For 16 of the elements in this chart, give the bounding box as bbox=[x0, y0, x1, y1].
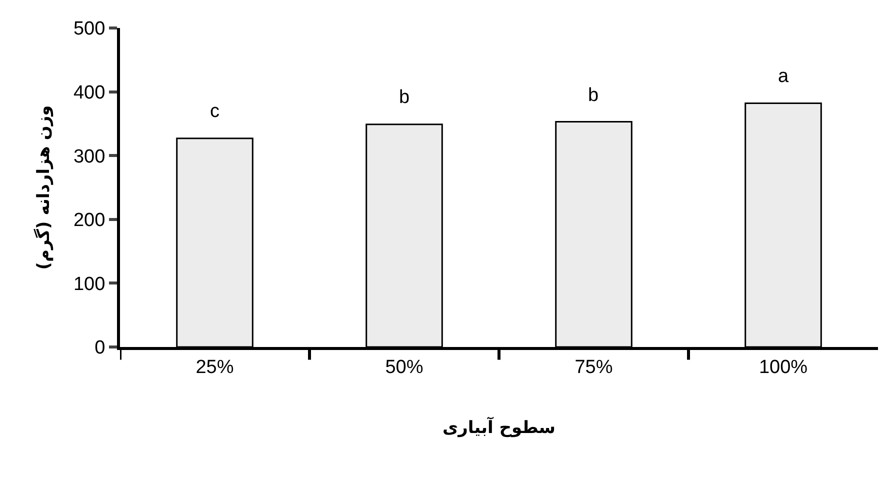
x-tick-label: 50% bbox=[385, 356, 424, 378]
y-tick-label: 400 bbox=[73, 82, 106, 104]
annotation: b bbox=[399, 87, 410, 108]
annotation: c bbox=[210, 101, 220, 122]
x-tick-label: 75% bbox=[574, 356, 613, 378]
y-tick-label: 100 bbox=[73, 274, 106, 295]
y-axis-title: وزن هزاردانه (گرم) bbox=[33, 105, 54, 270]
y-tick-label: 200 bbox=[73, 210, 106, 232]
y-tick-label: 0 bbox=[94, 338, 106, 359]
y-tick-label: 500 bbox=[73, 18, 106, 40]
y-tick-label: 300 bbox=[73, 146, 106, 168]
x-axis-title: سطوح آبیاری bbox=[442, 416, 556, 438]
annotation: b bbox=[588, 85, 599, 106]
x-tick-label: 25% bbox=[196, 356, 234, 378]
annotation: a bbox=[778, 66, 789, 87]
x-tick-label: 100% bbox=[758, 356, 808, 378]
